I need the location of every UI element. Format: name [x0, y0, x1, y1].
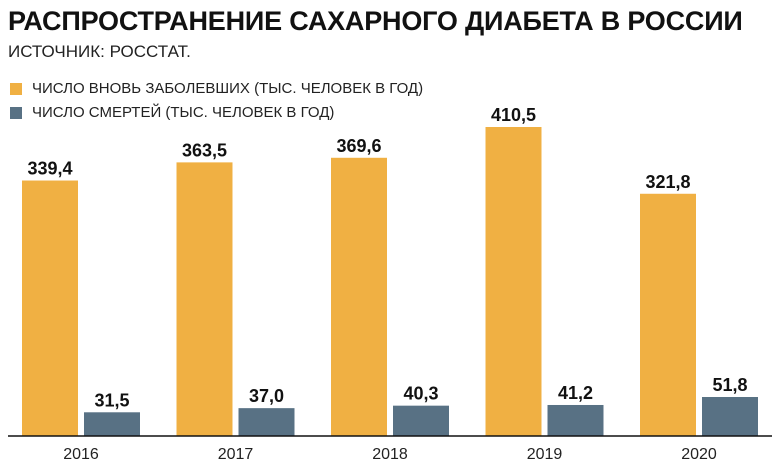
legend-item-deaths: ЧИСЛО СМЕРТЕЙ (ТЫС. ЧЕЛОВЕК В ГОД): [10, 104, 334, 121]
x-tick-label-2019: 2019: [527, 446, 563, 463]
chart-source: ИСТОЧНИК: РОССТАТ.: [8, 42, 191, 61]
legend-label-deaths: ЧИСЛО СМЕРТЕЙ (ТЫС. ЧЕЛОВЕК В ГОД): [32, 104, 335, 121]
legend-swatch-deaths: [10, 106, 22, 119]
legend-swatch-incidence: [10, 82, 22, 95]
value-label-incidence-2016: 339,4: [27, 159, 72, 179]
chart-title: РАСПРОСТРАНЕНИЕ САХАРНОГО ДИАБЕТА В РОСС…: [8, 6, 743, 36]
bar-incidence-2020: [640, 193, 696, 436]
value-label-incidence-2018: 369,6: [336, 136, 381, 156]
value-label-incidence-2019: 410,5: [491, 105, 536, 125]
x-tick-label-2016: 2016: [63, 446, 99, 463]
legend-label-incidence: ЧИСЛО ВНОВЬ ЗАБОЛЕВШИХ (ТЫС. ЧЕЛОВЕК В Г…: [32, 80, 424, 97]
value-label-deaths-2017: 37,0: [249, 386, 284, 406]
bar-incidence-2018: [331, 157, 387, 436]
value-label-incidence-2017: 363,5: [182, 140, 227, 160]
bar-deaths-2018: [393, 405, 449, 436]
x-tick-label-2020: 2020: [681, 446, 717, 463]
bar-incidence-2017: [176, 162, 233, 437]
bar-deaths-2020: [702, 397, 758, 436]
bar-deaths-2017: [238, 408, 295, 436]
bar-incidence-2019: [485, 127, 542, 436]
value-label-deaths-2016: 31,5: [94, 390, 129, 410]
bar-incidence-2016: [22, 180, 78, 436]
legend-item-incidence: ЧИСЛО ВНОВЬ ЗАБОЛЕВШИХ (ТЫС. ЧЕЛОВЕК В Г…: [10, 80, 423, 97]
value-label-deaths-2019: 41,2: [558, 383, 593, 403]
value-label-deaths-2020: 51,8: [712, 375, 747, 395]
x-tick-label-2017: 2017: [218, 446, 254, 463]
x-tick-label-2018: 2018: [372, 446, 408, 463]
value-label-deaths-2018: 40,3: [403, 384, 438, 404]
bar-deaths-2016: [84, 412, 140, 436]
bar-deaths-2019: [547, 404, 604, 436]
value-label-incidence-2020: 321,8: [645, 172, 690, 192]
